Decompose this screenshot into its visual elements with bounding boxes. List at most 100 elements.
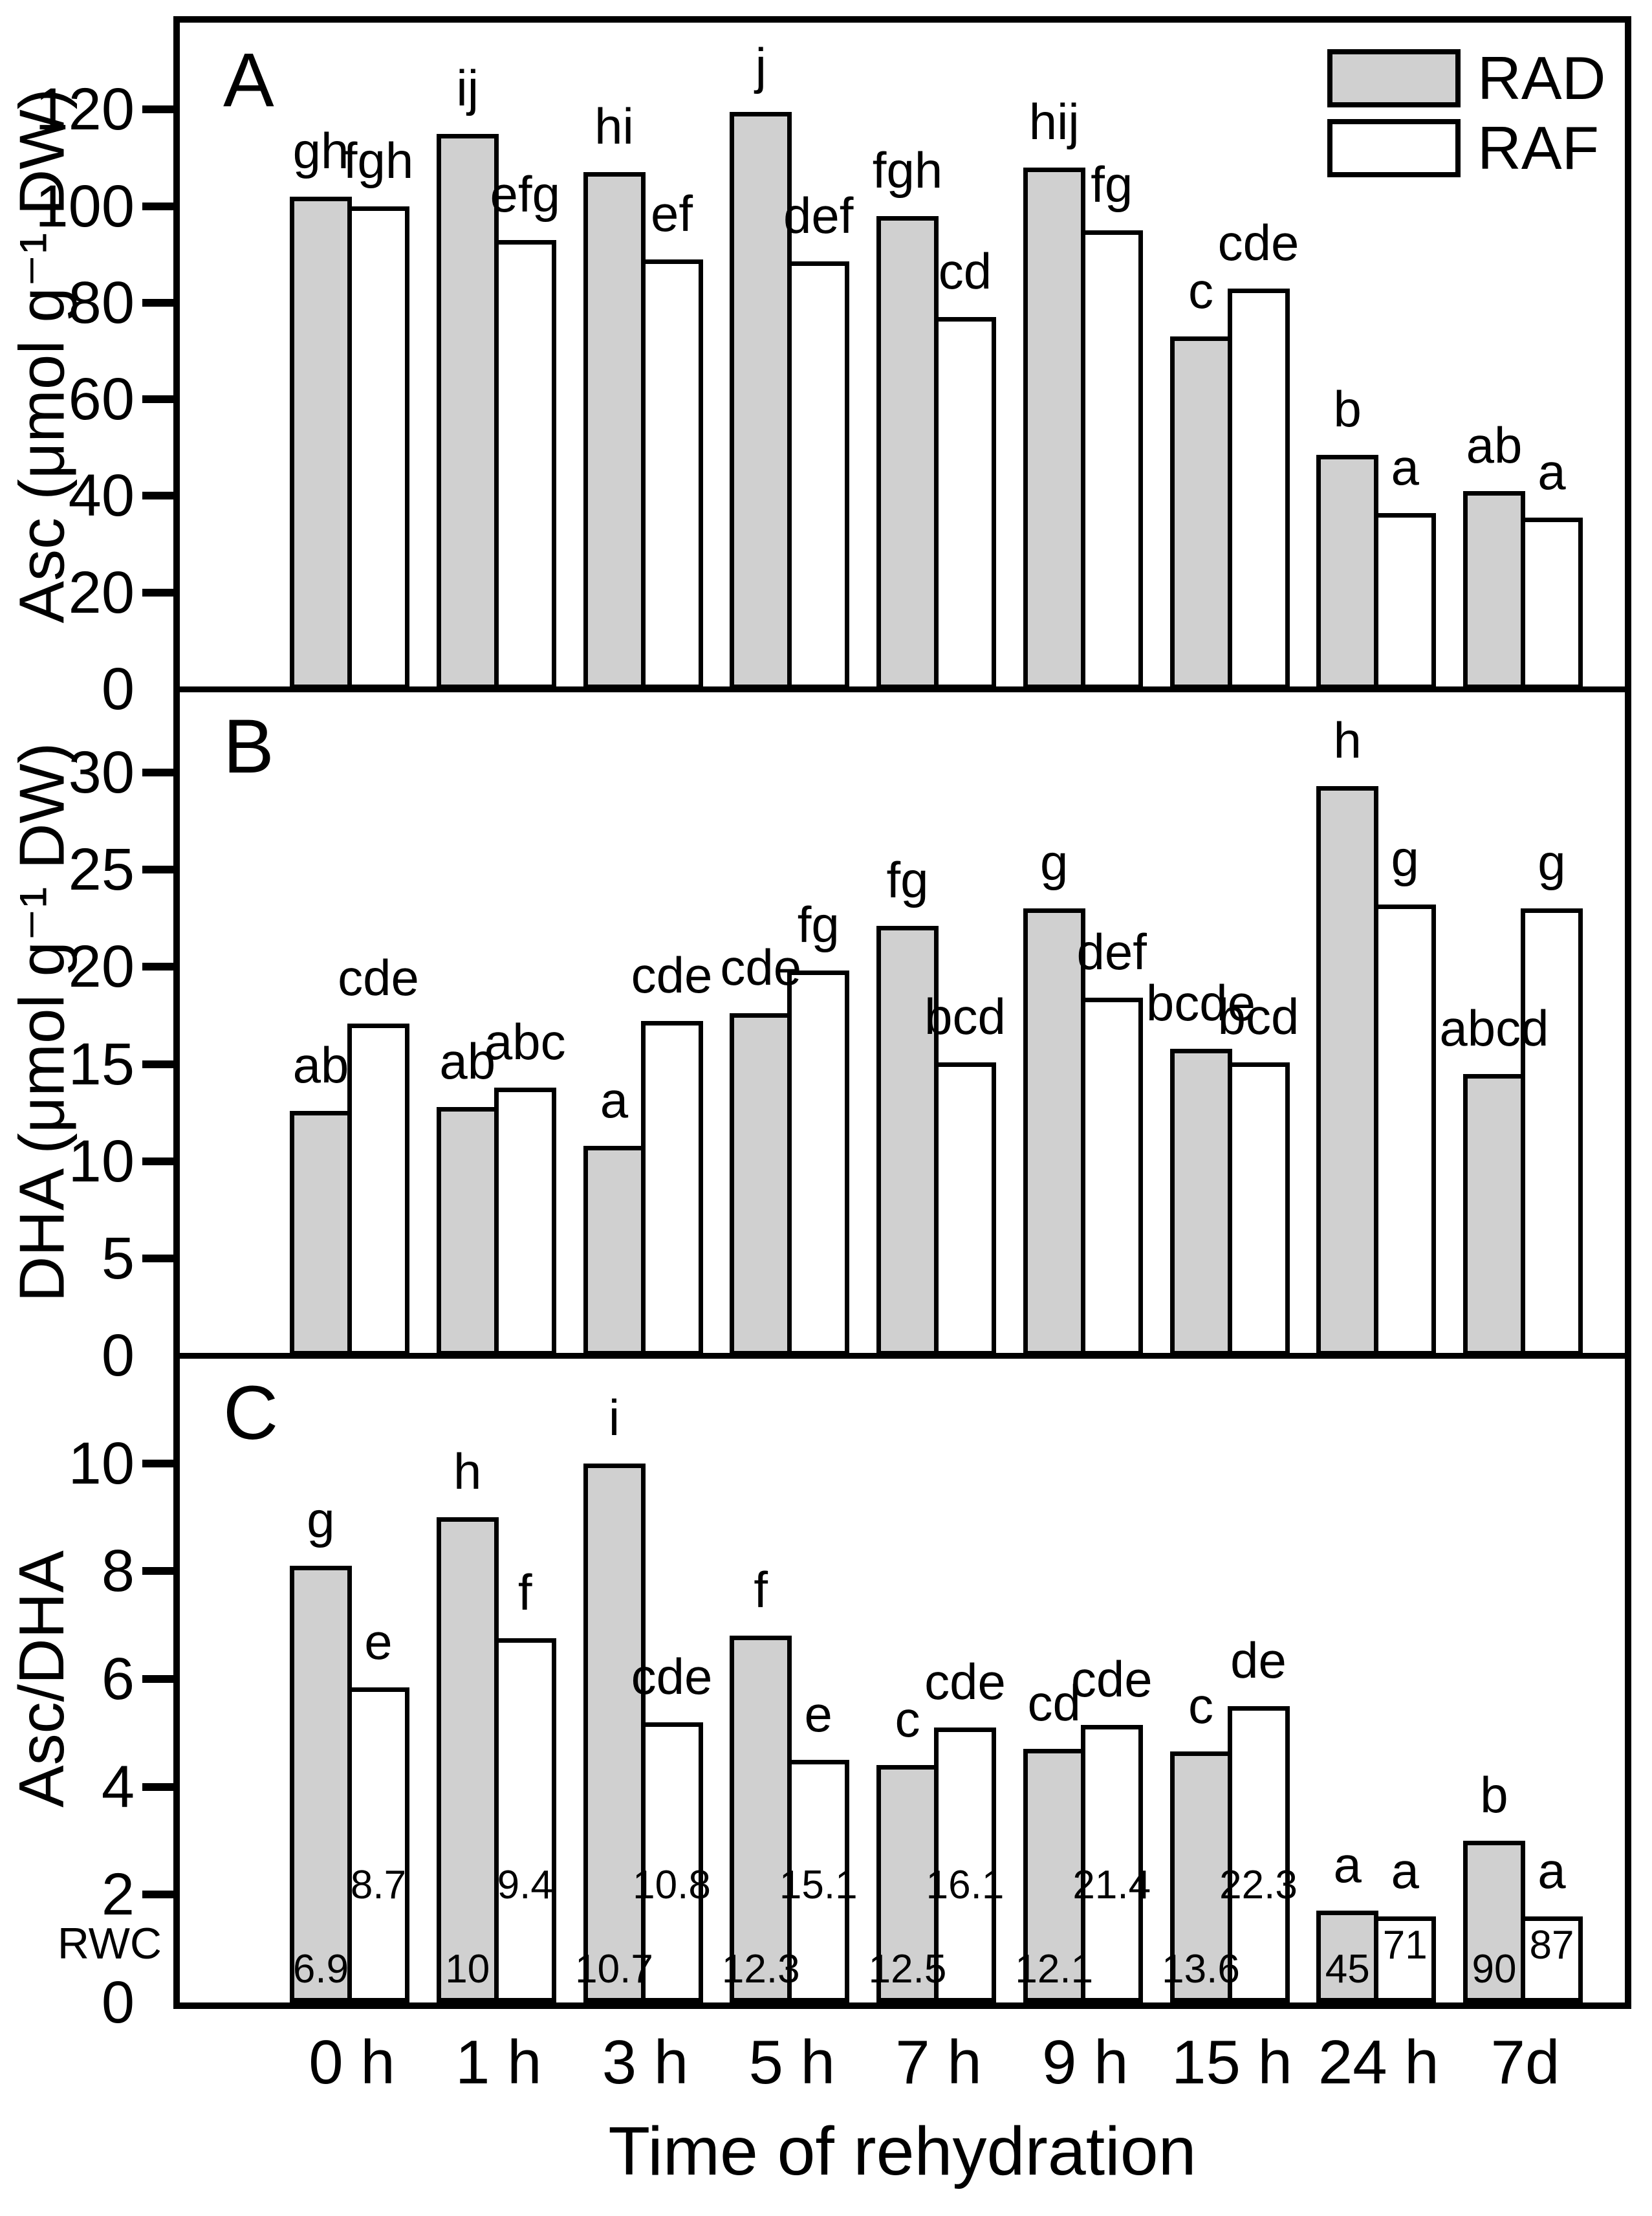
bar-raf-24h-B [1374, 905, 1437, 1355]
legend-row-rad: RAD [1327, 48, 1605, 109]
y-tick-label-C-4: 4 [101, 1753, 135, 1820]
bar-rad-15h-A [1169, 336, 1232, 689]
sig-letter-rad-7d-A: ab [1466, 417, 1523, 474]
bar-raf-15h-C [1227, 1706, 1290, 2002]
sig-letter-rad-9h-C: cd [1027, 1674, 1081, 1731]
bar-raf-7d-B [1521, 908, 1583, 1355]
y-tick-A-120 [142, 105, 173, 114]
y-tick-label-A-80: 80 [68, 269, 135, 336]
sig-letter-rad-7h-C: c [895, 1691, 920, 1748]
bar-rad-0h-B [290, 1111, 352, 1355]
sig-letter-rad-15h-A: c [1188, 262, 1213, 319]
bar-raf-0h-B [347, 1024, 409, 1355]
rwc-value-rad-7d: 90 [1472, 1947, 1517, 1991]
sig-letter-rad-7h-A: fgh [872, 142, 943, 199]
y-tick-label-A-0: 0 [101, 656, 135, 722]
bar-raf-0h-C [347, 1687, 409, 2002]
sig-letter-rad-3h-B: a [600, 1071, 629, 1128]
sig-letter-rad-1h-C: h [453, 1443, 482, 1500]
bar-raf-3h-C [640, 1722, 703, 2002]
sig-letter-rad-5h-C: f [754, 1561, 768, 1618]
sig-letter-raf-0h-B: cde [338, 949, 419, 1006]
bar-rad-5h-C [730, 1636, 792, 2002]
rwc-value-rad-3h: 10.7 [575, 1947, 653, 1991]
sig-letter-raf-9h-B: def [1076, 923, 1147, 980]
bar-rad-3h-B [583, 1146, 646, 1355]
y-tick-A-20 [142, 588, 173, 597]
sig-letter-rad-5h-B: cde [720, 939, 802, 996]
y-tick-label-B-5: 5 [101, 1225, 135, 1291]
sig-letter-raf-5h-B: fg [797, 896, 840, 953]
legend-row-raf: RAF [1327, 118, 1605, 179]
x-tick-label-7d: 7d [1490, 2028, 1560, 2097]
sig-letter-rad-0h-A: gh [292, 122, 349, 179]
bar-raf-15h-A [1227, 289, 1290, 689]
y-tick-label-B-15: 15 [68, 1031, 135, 1097]
sig-letter-rad-7h-B: fg [886, 851, 929, 908]
panel-divider-1 [180, 1353, 1625, 1359]
sig-letter-raf-9h-A: fg [1091, 156, 1133, 213]
sig-letter-raf-1h-B: abc [484, 1013, 566, 1070]
rwc-value-raf-5h: 15.1 [779, 1863, 858, 1907]
y-tick-label-B-0: 0 [101, 1322, 135, 1388]
bar-raf-1h-B [494, 1088, 556, 1355]
bar-raf-9h-A [1080, 230, 1143, 689]
panel-divider-0 [180, 686, 1625, 692]
y-tick-label-B-30: 30 [68, 740, 135, 806]
rwc-value-raf-15h: 22.3 [1219, 1863, 1298, 1907]
bar-raf-3h-A [640, 259, 703, 689]
sig-letter-raf-24h-B: g [1391, 830, 1419, 887]
y-tick-C-6 [142, 1675, 173, 1683]
sig-letter-raf-24h-A: a [1391, 439, 1419, 496]
bar-rad-3h-A [583, 172, 646, 689]
sig-letter-raf-15h-C: de [1230, 1632, 1287, 1689]
rwc-value-rad-0h: 6.9 [292, 1947, 349, 1991]
rwc-value-raf-3h: 10.8 [633, 1863, 711, 1907]
sig-letter-rad-3h-C: i [608, 1389, 620, 1446]
bar-raf-9h-B [1080, 998, 1143, 1355]
sig-letter-raf-9h-C: cde [1071, 1651, 1153, 1707]
bar-rad-1h-B [436, 1107, 499, 1355]
bar-raf-9h-C [1080, 1725, 1143, 2002]
legend-swatch-raf-icon [1327, 119, 1461, 177]
bar-raf-1h-A [494, 240, 556, 689]
sig-letter-rad-1h-A: ij [456, 60, 479, 116]
rwc-axis-label: RWC [57, 1919, 162, 1968]
sig-letter-raf-7h-C: cde [924, 1653, 1006, 1710]
rwc-value-raf-7h: 16.1 [926, 1863, 1005, 1907]
x-tick-label-9h: 9 h [1042, 2028, 1129, 2097]
sig-letter-raf-7h-A: cd [938, 243, 992, 300]
bar-raf-7h-B [934, 1062, 996, 1355]
rwc-value-rad-24h: 45 [1325, 1947, 1370, 1991]
sig-letter-raf-7d-C: a [1538, 1842, 1566, 1899]
sig-letter-rad-7d-C: b [1480, 1766, 1508, 1823]
rwc-value-raf-7d: 87 [1529, 1923, 1574, 1968]
sig-letter-rad-9h-B: g [1040, 834, 1069, 891]
sig-letter-raf-7h-B: bcd [924, 988, 1006, 1045]
y-tick-B-10 [142, 1157, 173, 1165]
y-tick-label-C-2: 2 [101, 1861, 135, 1928]
y-tick-label-B-20: 20 [68, 934, 135, 1000]
bar-raf-3h-B [640, 1021, 703, 1355]
sig-letter-raf-3h-A: ef [650, 185, 693, 242]
bar-raf-1h-C [494, 1638, 556, 2002]
sig-letter-rad-24h-B: h [1333, 712, 1362, 769]
sig-letter-raf-7d-A: a [1538, 443, 1566, 500]
bar-rad-7d-B [1463, 1074, 1525, 1355]
y-tick-C-10 [142, 1459, 173, 1467]
sig-letter-rad-5h-A: j [755, 38, 766, 94]
y-tick-B-20 [142, 963, 173, 971]
y-tick-B-15 [142, 1060, 173, 1068]
bar-raf-7h-C [934, 1728, 996, 2002]
rwc-value-raf-24h: 71 [1382, 1923, 1428, 1968]
x-axis-title: Time of rehydration [608, 2113, 1197, 2189]
sig-letter-rad-1h-B: ab [439, 1033, 496, 1090]
bar-raf-5h-B [787, 971, 850, 1355]
sig-letter-rad-9h-A: hij [1028, 93, 1080, 150]
y-tick-C-2 [142, 1891, 173, 1899]
sig-letter-rad-7d-B: abcd [1439, 1000, 1549, 1057]
bar-raf-5h-A [787, 261, 850, 689]
sig-letter-raf-3h-C: cde [631, 1648, 713, 1705]
rwc-value-rad-9h: 12.1 [1015, 1947, 1094, 1991]
